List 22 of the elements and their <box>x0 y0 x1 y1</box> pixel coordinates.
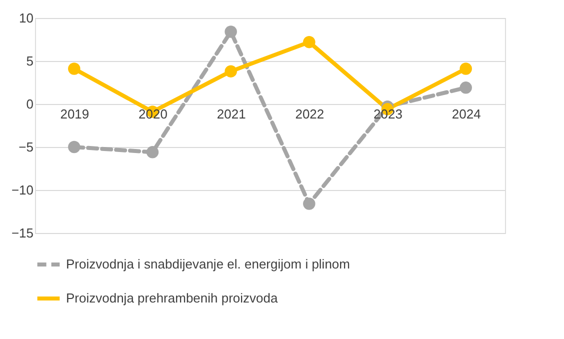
y-tick-label: −10 <box>11 182 34 198</box>
point <box>303 36 316 48</box>
x-tick-label: 2023 <box>374 106 402 122</box>
point <box>460 82 472 94</box>
point <box>68 140 80 154</box>
x-tick-label: 2022 <box>295 106 324 122</box>
point <box>460 62 472 75</box>
y-tick-label: −15 <box>11 226 34 240</box>
point <box>224 26 237 38</box>
y-tick-label: 0 <box>26 96 34 112</box>
point <box>146 146 159 158</box>
legend-label: Proizvodnja prehrambenih proizvoda <box>66 290 278 306</box>
y-tick-label: 5 <box>26 54 34 68</box>
x-tick-label: 2021 <box>216 106 246 122</box>
point <box>68 62 80 75</box>
point <box>224 65 237 78</box>
x-tick-label: 2024 <box>452 106 481 122</box>
y-tick-label: 10 <box>19 10 34 26</box>
point <box>303 198 316 210</box>
legend-label: Proizvodnja i snabdijevanje el. energijom i plinom <box>66 256 350 272</box>
y-tick-label: −5 <box>18 140 34 154</box>
x-tick-label: 2019 <box>60 106 90 122</box>
